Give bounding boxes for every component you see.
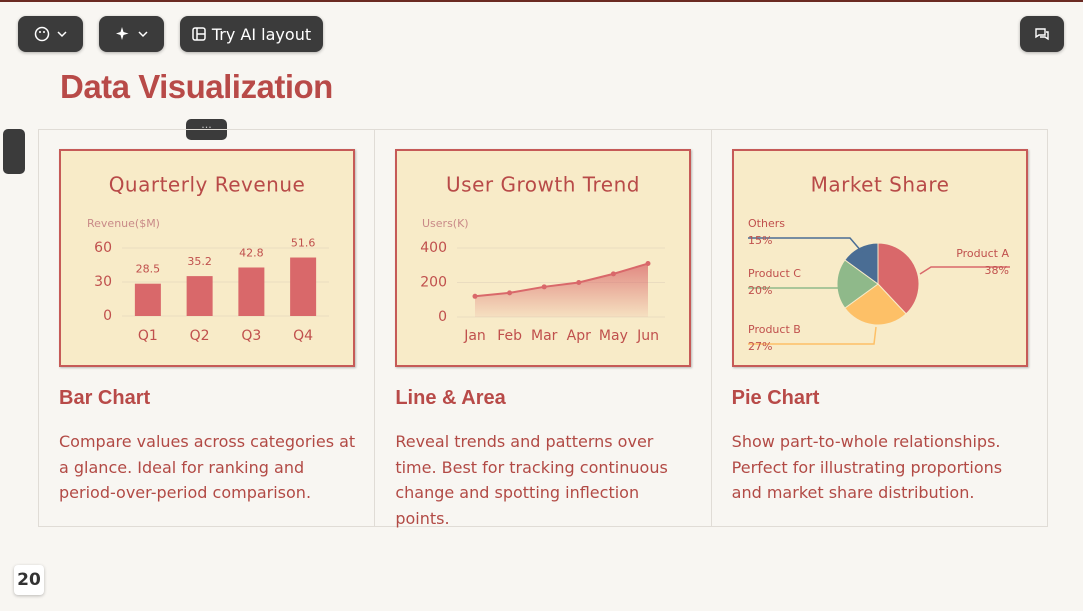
- y-axis-label: Revenue($M): [87, 217, 160, 230]
- chart-title: Market Share: [810, 173, 949, 197]
- slice-label: Product B: [748, 323, 801, 336]
- card-grid: Quarterly Revenue Revenue($M) 0 30 60 28.5 Q1 3…: [38, 129, 1048, 528]
- palette-icon: [34, 26, 49, 42]
- slice-value-label: 20%: [748, 284, 772, 297]
- x-tick-label: Feb: [498, 328, 523, 344]
- y-tick-label: 200: [421, 275, 448, 291]
- x-tick-label: May: [599, 328, 628, 344]
- chart: Market Share Product A 38% Product B 27% Prod…: [747, 173, 1010, 353]
- card-heading: Pie Chart: [731, 387, 820, 409]
- bar: [186, 276, 213, 316]
- chart: Quarterly Revenue Revenue($M) 0 30 60 28.5 Q1 3…: [87, 173, 329, 344]
- slice-label: Product C: [748, 267, 801, 280]
- leader-line: [747, 326, 877, 345]
- chart: User Growth Trend Users(K) 0 200 400 Jan Feb Ma…: [421, 173, 666, 344]
- chart-box: Quarterly Revenue Revenue($M) 0 30 60 28.5 Q1 3…: [59, 149, 355, 367]
- pie-slice: [836, 259, 879, 309]
- card-heading: Line & Area: [395, 387, 506, 409]
- chevron: [56, 31, 67, 38]
- bar: [290, 257, 317, 316]
- card: Quarterly Revenue Revenue($M) 0 30 60 28.5 Q1 3…: [39, 130, 376, 526]
- slide-title: Data Visualization: [60, 68, 333, 105]
- bar: [238, 267, 265, 316]
- chart-box: Market Share Product A 38% Product B 27% Prod…: [731, 149, 1028, 367]
- point: [542, 284, 548, 290]
- slice-label: Product A: [956, 247, 1009, 260]
- leader-line: [747, 237, 863, 253]
- point: [507, 290, 513, 296]
- comment-icon: [1035, 28, 1049, 41]
- pie-slice: [843, 283, 907, 326]
- y-tick-label: 0: [438, 309, 447, 325]
- card-description: Show part-to-whole relationships. Perfec…: [731, 432, 1003, 502]
- ai-button[interactable]: [99, 16, 164, 52]
- y-tick-label: 400: [421, 240, 448, 256]
- x-tick-label: Q1: [138, 328, 158, 344]
- x-tick-label: Jun: [636, 328, 659, 344]
- y-tick-label: 30: [94, 274, 112, 290]
- point: [576, 280, 582, 285]
- point: [611, 271, 617, 277]
- value-label: 35.2: [187, 255, 212, 268]
- x-tick-label: Q3: [241, 328, 261, 344]
- bar: [134, 283, 161, 316]
- ai-layout-label: Try AI layout: [211, 24, 312, 44]
- pie-slice: [877, 242, 920, 315]
- ai-layout-button[interactable]: Try AI layout: [180, 16, 323, 52]
- chevron: [137, 31, 148, 38]
- comments-button[interactable]: [1020, 16, 1064, 52]
- card-heading: Bar Chart: [59, 387, 151, 409]
- x-tick-label: Q4: [293, 328, 313, 344]
- line: [475, 262, 649, 298]
- point: [645, 261, 651, 267]
- sparkle-icon: [115, 27, 128, 40]
- card-description: Compare values across categories at a gl…: [59, 432, 356, 502]
- theme-button[interactable]: [18, 16, 83, 52]
- layout-icon: [192, 27, 206, 41]
- page-number: 20: [14, 565, 44, 595]
- slice-label: Others: [748, 217, 785, 230]
- leader-line: [919, 266, 1010, 275]
- slice-value-label: 38%: [984, 264, 1008, 277]
- chart-title: Quarterly Revenue: [109, 173, 306, 197]
- chart-box: User Growth Trend Users(K) 0 200 400 Jan Feb Ma…: [395, 149, 692, 367]
- card: User Growth Trend Users(K) 0 200 400 Jan Feb Ma…: [375, 130, 712, 528]
- value-label: 28.5: [136, 263, 161, 276]
- drag-handle[interactable]: [3, 129, 25, 174]
- pie-slice: [843, 242, 879, 285]
- x-tick-label: Q2: [190, 328, 210, 344]
- x-tick-label: Jan: [464, 328, 487, 344]
- y-tick-label: 0: [103, 308, 112, 324]
- x-tick-label: Apr: [567, 328, 591, 344]
- y-axis-label: Users(K): [422, 217, 469, 230]
- chart-title: User Growth Trend: [446, 173, 640, 197]
- slice-value-label: 15%: [748, 234, 772, 247]
- value-label: 51.6: [291, 237, 316, 250]
- card: Market Share Product A 38% Product B 27% Prod…: [712, 130, 1047, 526]
- card-description: Reveal trends and patterns over time. Be…: [395, 432, 668, 528]
- y-tick-label: 60: [94, 240, 112, 256]
- point: [472, 293, 478, 299]
- slice-value-label: 27%: [748, 340, 772, 353]
- x-tick-label: Mar: [531, 328, 558, 344]
- value-label: 42.8: [239, 246, 264, 259]
